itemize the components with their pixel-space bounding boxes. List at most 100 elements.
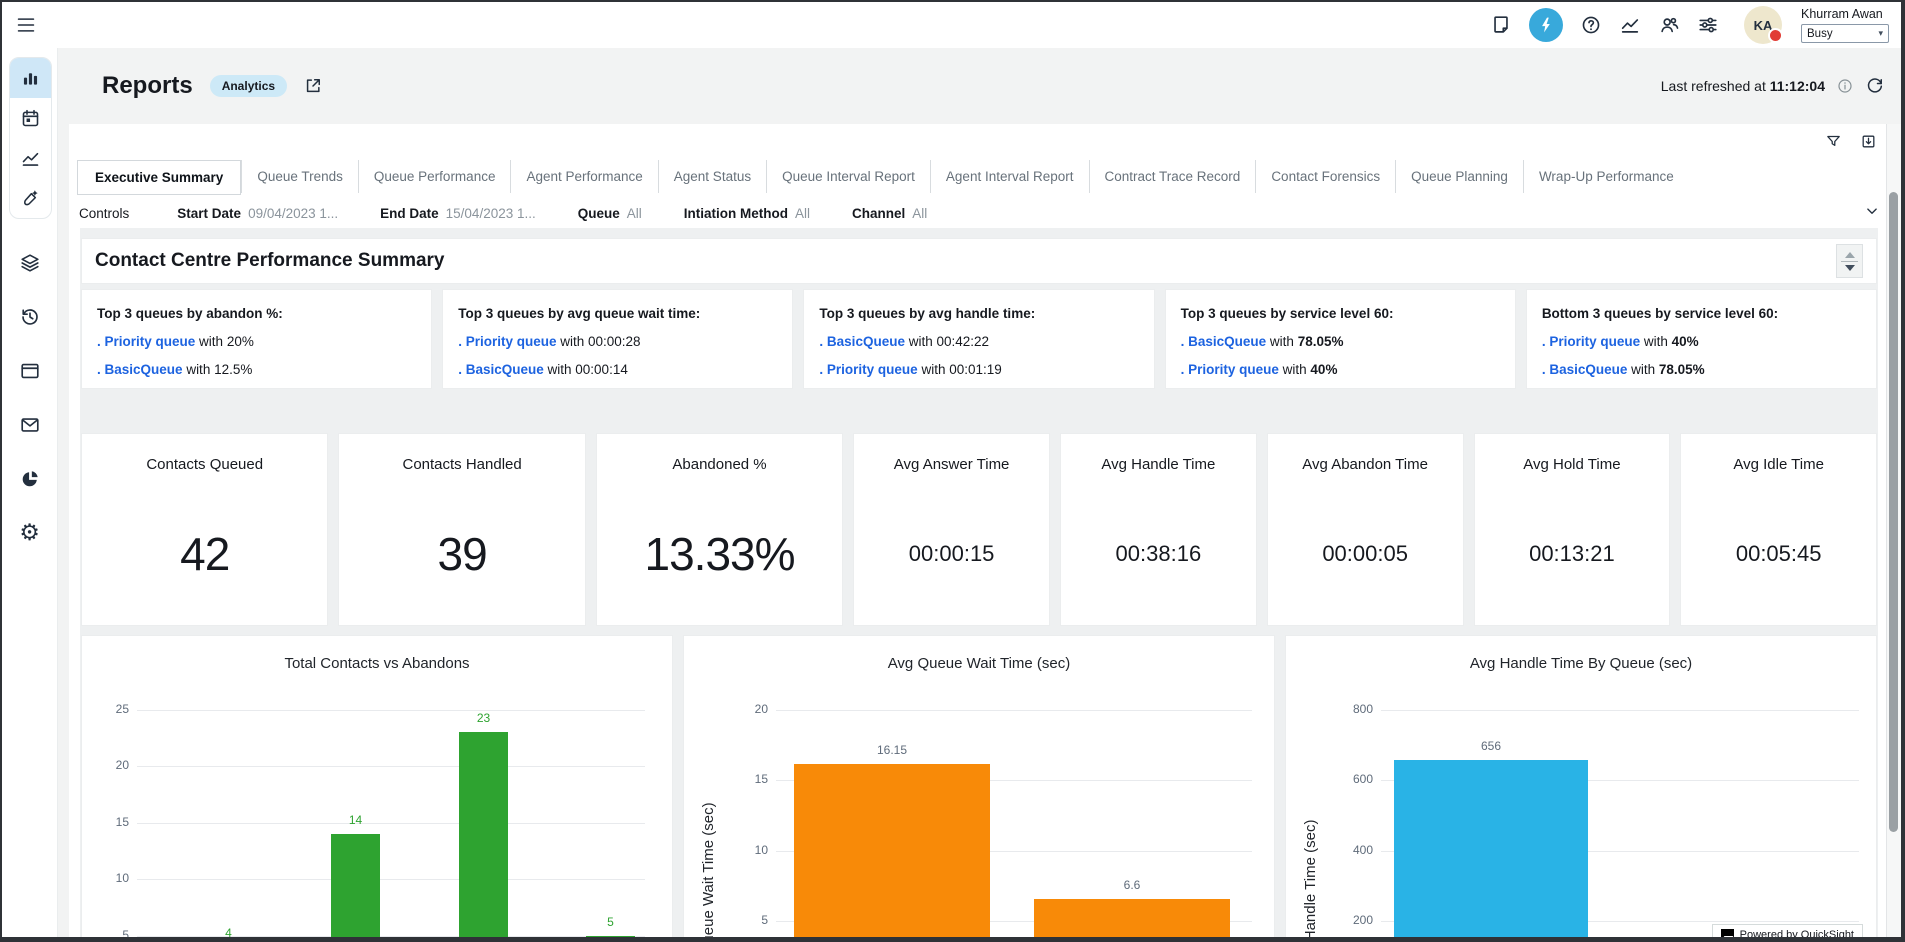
sidebar-item-metrics[interactable] (10, 138, 51, 178)
scrollbar-thumb[interactable] (1889, 192, 1898, 832)
queue-link[interactable]: Priority queue (1188, 362, 1279, 377)
tab-queue-performance[interactable]: Queue Performance (357, 160, 511, 193)
agents-icon[interactable] (1658, 14, 1680, 36)
tab-agent-performance[interactable]: Agent Performance (510, 160, 657, 193)
tab-contract-trace-record[interactable]: Contract Trace Record (1088, 160, 1256, 193)
quick-actions-icon[interactable] (1529, 8, 1563, 42)
insight-line: . Priority queue with 00:01:19 (819, 362, 1138, 377)
settings-sliders-icon[interactable] (1697, 14, 1719, 36)
refresh-icon[interactable] (1865, 76, 1885, 96)
tab-agent-interval-report[interactable]: Agent Interval Report (929, 160, 1089, 193)
help-icon[interactable] (1580, 14, 1602, 36)
insight-text: with (556, 334, 589, 349)
window-icon (20, 363, 39, 379)
kpi-row: Contacts Queued 42 Contacts Handled 39 Aband… (81, 433, 1878, 626)
chart-bar[interactable] (459, 732, 508, 937)
sidebar: ⚙ (2, 48, 58, 937)
controls-row: Controls Start Date 09/04/2023 1... End Da… (79, 200, 1849, 226)
scroll-down-button[interactable] (1844, 264, 1855, 271)
sidebar-item-layers[interactable] (10, 243, 50, 283)
avatar[interactable]: KA (1744, 6, 1783, 44)
metrics-icon[interactable] (1619, 14, 1641, 36)
queue-link[interactable]: Priority queue (465, 334, 557, 349)
bar-value-label: 6.6 (1123, 877, 1141, 892)
sidebar-item-design[interactable] (10, 178, 51, 218)
bullet: . (458, 334, 466, 349)
gridline (1381, 709, 1859, 711)
sidebar-item-pie-chart[interactable] (10, 459, 50, 499)
history-icon (21, 309, 38, 325)
topbar: KA Khurram Awan Busy ▾ (2, 2, 1901, 49)
kpi-card-avg-abandon-time: Avg Abandon Time 00:00:05 (1266, 433, 1464, 626)
page-header: Reports Analytics Last refreshed at 11:1… (58, 48, 1885, 124)
tab-agent-status[interactable]: Agent Status (657, 160, 766, 193)
queue-link[interactable]: Priority queue (104, 334, 196, 349)
release-notes-icon[interactable] (1490, 14, 1512, 36)
y-tick-label: 20 (115, 758, 129, 772)
chart-bar[interactable] (331, 833, 380, 937)
status-select[interactable]: Busy ▾ (1801, 24, 1889, 43)
controls-expand-chevron[interactable] (1863, 202, 1881, 220)
kpi-title: Contacts Handled (402, 456, 522, 473)
y-axis-label: Avg Handle Time (sec) (1302, 819, 1319, 937)
tab-wrap-up-performance[interactable]: Wrap-Up Performance (1522, 160, 1689, 193)
sidebar-item-reports[interactable] (10, 58, 51, 98)
queue-link[interactable]: BasicQueue (104, 362, 183, 377)
sidebar-item-settings[interactable]: ⚙ (10, 513, 50, 553)
queue-link[interactable]: BasicQueue (1188, 334, 1267, 349)
control-channel[interactable]: Channel All (852, 206, 927, 221)
sidebar-item-calendar[interactable] (10, 98, 51, 138)
control-intiation-method[interactable]: Intiation Method All (684, 206, 810, 221)
insight-line: . Priority queue with 20% (97, 334, 416, 349)
bar-value-label: 5 (607, 914, 614, 929)
kpi-value: 00:13:21 (1529, 541, 1615, 566)
powered-by-quicksight-badge[interactable]: Powered by QuickSight (1711, 924, 1863, 937)
queue-link[interactable]: Priority queue (826, 362, 918, 377)
external-link-icon[interactable] (303, 76, 323, 96)
control-start-date[interactable]: Start Date 09/04/2023 1... (177, 206, 338, 221)
control-end-date[interactable]: End Date 15/04/2023 1... (380, 206, 536, 221)
y-tick-label: 600 (1352, 772, 1373, 787)
gridline (137, 709, 645, 711)
queue-link[interactable]: Priority queue (1549, 334, 1641, 349)
queue-link[interactable]: BasicQueue (465, 362, 544, 377)
chart-bar[interactable] (586, 935, 635, 937)
export-icon[interactable] (1860, 133, 1877, 150)
sheet-title-bar: Contact Centre Performance Summary (81, 238, 1877, 284)
sidebar-item-window[interactable] (10, 351, 50, 391)
bullet: . (97, 362, 105, 377)
chevron-down-icon: ▾ (1878, 28, 1883, 38)
queue-link[interactable]: BasicQueue (1549, 362, 1628, 377)
chart-bar[interactable] (794, 763, 990, 937)
tab-queue-trends[interactable]: Queue Trends (241, 160, 358, 193)
quicksight-logo-icon (1720, 928, 1734, 937)
insight-card: Top 3 queues by abandon %:. Priority que… (81, 289, 433, 389)
tab-executive-summary[interactable]: Executive Summary (77, 160, 242, 195)
control-value: All (795, 205, 811, 221)
chart-bar[interactable] (1394, 760, 1588, 937)
insight-line: . Priority queue with 40% (1542, 334, 1861, 349)
y-tick-label: 5 (761, 913, 768, 928)
chart-bar[interactable] (1034, 898, 1230, 937)
insight-line: . BasicQueue with 00:00:14 (458, 362, 777, 377)
insight-card-title: Top 3 queues by avg queue wait time: (458, 306, 701, 321)
scroll-up-button[interactable] (1844, 251, 1855, 258)
info-icon[interactable] (1836, 77, 1854, 95)
kpi-value: 39 (437, 528, 488, 580)
control-label: Channel (852, 205, 906, 221)
y-axis-label: Avg Queue Wait Time (sec) (700, 802, 717, 937)
kpi-value: 00:00:15 (908, 541, 995, 566)
tab-queue-planning[interactable]: Queue Planning (1395, 160, 1523, 193)
filter-icon[interactable] (1825, 133, 1842, 150)
insight-line: . Priority queue with 40% (1181, 362, 1500, 377)
user-name: Khurram Awan (1801, 7, 1883, 21)
tab-contact-forensics[interactable]: Contact Forensics (1255, 160, 1395, 193)
bullet: . (819, 362, 827, 377)
menu-icon[interactable] (16, 15, 36, 35)
sidebar-item-history[interactable] (10, 297, 50, 337)
chart-plot: 5 10 15 20 16.15 6.6 Avg Queue Wait Time (sec) (684, 636, 1274, 937)
control-queue[interactable]: Queue All (578, 206, 642, 221)
tab-queue-interval-report[interactable]: Queue Interval Report (766, 160, 930, 193)
queue-link[interactable]: BasicQueue (826, 334, 905, 349)
sidebar-item-mail[interactable] (10, 405, 50, 445)
